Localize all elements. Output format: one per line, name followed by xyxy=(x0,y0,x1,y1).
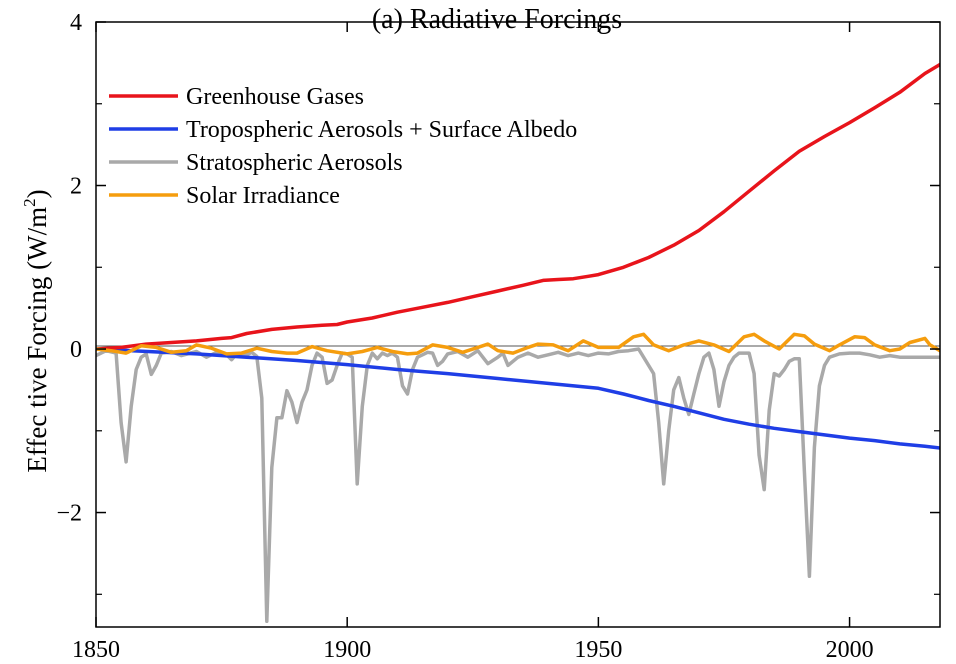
legend-label: Stratospheric Aerosols xyxy=(186,150,403,176)
y-tick-label: −2 xyxy=(56,501,82,527)
legend-label: Solar Irradiance xyxy=(186,183,340,209)
chart-title: (a) Radiative Forcings xyxy=(372,4,622,35)
series-line-stratospheric-aerosols xyxy=(96,347,940,624)
x-tick-label: 2000 xyxy=(826,637,874,663)
legend: Greenhouse Gases Tropospheric Aerosols + … xyxy=(109,84,577,209)
legend-item-stratospheric-aerosols: Stratospheric Aerosols xyxy=(109,150,403,176)
tick-labels-layer: 1850 1900 1950 2000 −2 0 2 4 xyxy=(56,10,873,663)
x-tick-label: 1900 xyxy=(323,637,371,663)
y-tick-label: 0 xyxy=(70,337,82,363)
y-axis-label-close: ) xyxy=(22,189,52,198)
series-line-tropospheric-aerosols-surface-albedo xyxy=(96,347,940,450)
series-line-greenhouse-gases xyxy=(96,62,940,351)
series-layer xyxy=(96,62,940,624)
legend-item-tropospheric-aerosols-surface-albedo: Tropospheric Aerosols + Surface Albedo xyxy=(109,117,577,143)
legend-label: Tropospheric Aerosols + Surface Albedo xyxy=(186,117,577,143)
series-line-solar-irradiance xyxy=(96,332,940,356)
legend-label: Greenhouse Gases xyxy=(186,84,364,110)
y-axis-label-text: Effec tive Forcing (W/m xyxy=(22,207,52,473)
x-tick-label: 1850 xyxy=(72,637,120,663)
y-axis-label-superscript: 2 xyxy=(20,198,39,207)
legend-item-solar-irradiance: Solar Irradiance xyxy=(109,183,340,209)
svg-text:Effec tive Forcing (W/m2): Effec tive Forcing (W/m2) xyxy=(20,189,52,472)
plot-frame xyxy=(95,21,941,628)
ticks-layer xyxy=(95,21,940,627)
legend-item-greenhouse-gases: Greenhouse Gases xyxy=(109,84,364,110)
y-axis-label: Effec tive Forcing (W/m2) xyxy=(20,189,52,472)
y-tick-label: 2 xyxy=(70,174,82,200)
y-tick-label: 4 xyxy=(70,10,82,36)
x-tick-label: 1950 xyxy=(574,637,622,663)
